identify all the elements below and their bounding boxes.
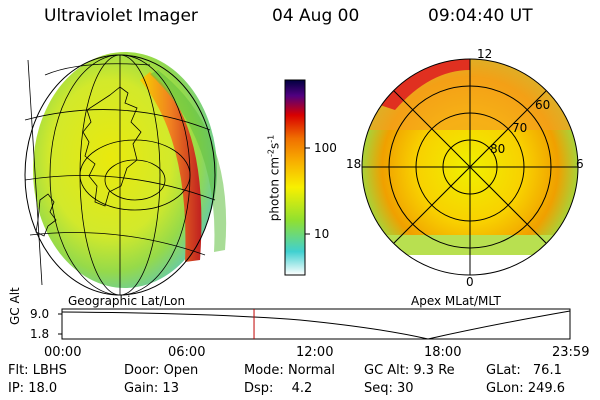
info-gc-alt: GC Alt: 9.3 Re	[364, 363, 455, 378]
timeline-xtick-1800: 18:00	[424, 345, 462, 360]
mlat-label-70: 70	[512, 121, 528, 135]
timeline-xtick-0600: 06:00	[168, 345, 206, 360]
mlt-label-0: 0	[466, 275, 474, 289]
polar-panel-label: Apex MLat/MLT	[411, 294, 501, 308]
info-glon: GLon: 249.6	[486, 381, 566, 396]
info-ip: IP: 18.0	[8, 381, 58, 396]
colorbar-tick-10: 10	[314, 227, 330, 241]
info-mode: Mode: Normal	[244, 363, 335, 378]
timeline-ytick-low: 1.8	[30, 327, 50, 341]
info-filter: Flt: LBHS	[8, 363, 67, 378]
info-seq: Seq: 30	[364, 381, 414, 396]
instrument-title: Ultraviolet Imager	[44, 6, 198, 26]
info-door: Door: Open	[124, 363, 199, 378]
geographic-panel-label: Geographic Lat/Lon	[68, 294, 186, 308]
timeline-xtick-0000: 00:00	[44, 345, 82, 360]
timeline-ylabel: GC Alt	[8, 287, 22, 325]
mlat-label-80: 80	[490, 142, 506, 156]
info-dsp: Dsp: 4.2	[244, 381, 313, 396]
info-glat: GLat: 76.1	[486, 363, 562, 378]
mlt-label-12: 12	[477, 47, 493, 61]
image-time: 09:04:40 UT	[428, 6, 533, 26]
timeline-xtick-1200: 12:00	[296, 345, 334, 360]
timeline-xtick-2359: 23:59	[552, 345, 590, 360]
mlt-label-18: 18	[346, 157, 362, 171]
colorbar-tick-100: 100	[314, 141, 337, 155]
colorbar-unit-label: photon cm-2s-1	[266, 134, 282, 222]
image-date: 04 Aug 00	[272, 6, 360, 26]
mlat-label-60: 60	[535, 98, 551, 112]
mlt-label-6: 6	[576, 157, 584, 171]
info-gain: Gain: 13	[124, 381, 179, 396]
timeline-ytick-high: 9.0	[30, 307, 50, 321]
